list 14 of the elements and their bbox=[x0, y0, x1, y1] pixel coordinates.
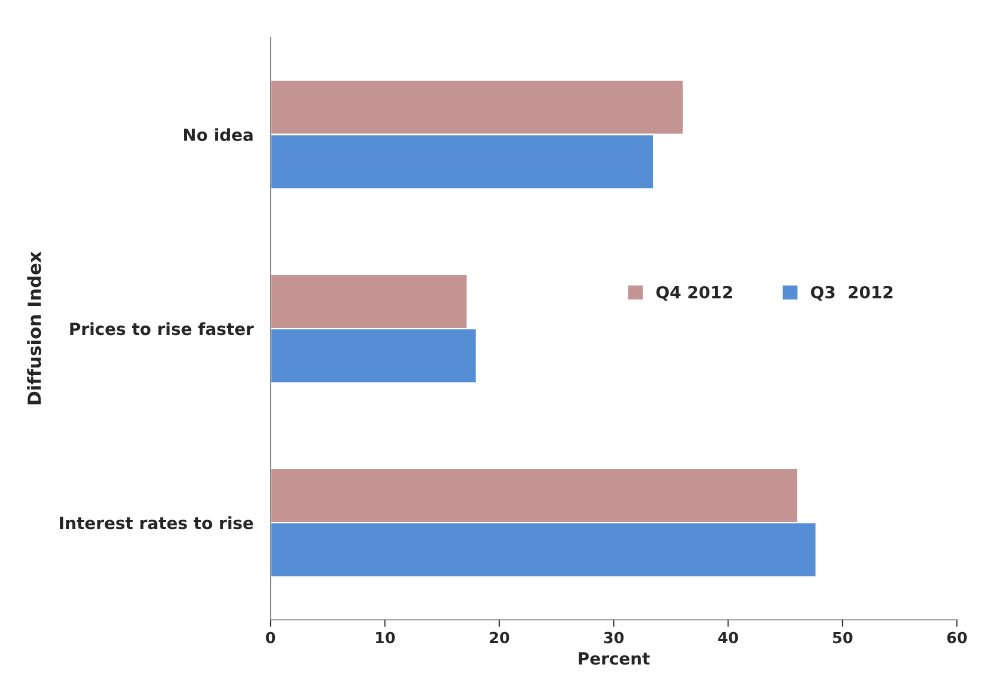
x-axis-title: Percent bbox=[578, 652, 650, 665]
y-tick-label: Interest rates to rise bbox=[60, 516, 254, 530]
legend-label: Q4 2012 bbox=[656, 285, 732, 301]
x-tick-label: 10 bbox=[376, 631, 395, 644]
y-axis-title: Diffusion Index bbox=[27, 251, 42, 405]
x-tick-label: 20 bbox=[489, 631, 510, 644]
y-tick-label: Prices to rise faster bbox=[70, 322, 254, 336]
y-tick-label: No idea bbox=[184, 128, 253, 142]
x-tick-label: 60 bbox=[947, 631, 967, 644]
x-tick-label: 40 bbox=[718, 631, 739, 644]
legend-label: Q3 2012 bbox=[810, 285, 893, 301]
x-tick-label: 50 bbox=[833, 631, 853, 644]
x-tick-label: 30 bbox=[604, 631, 624, 644]
x-tick-label: 0 bbox=[265, 631, 276, 644]
